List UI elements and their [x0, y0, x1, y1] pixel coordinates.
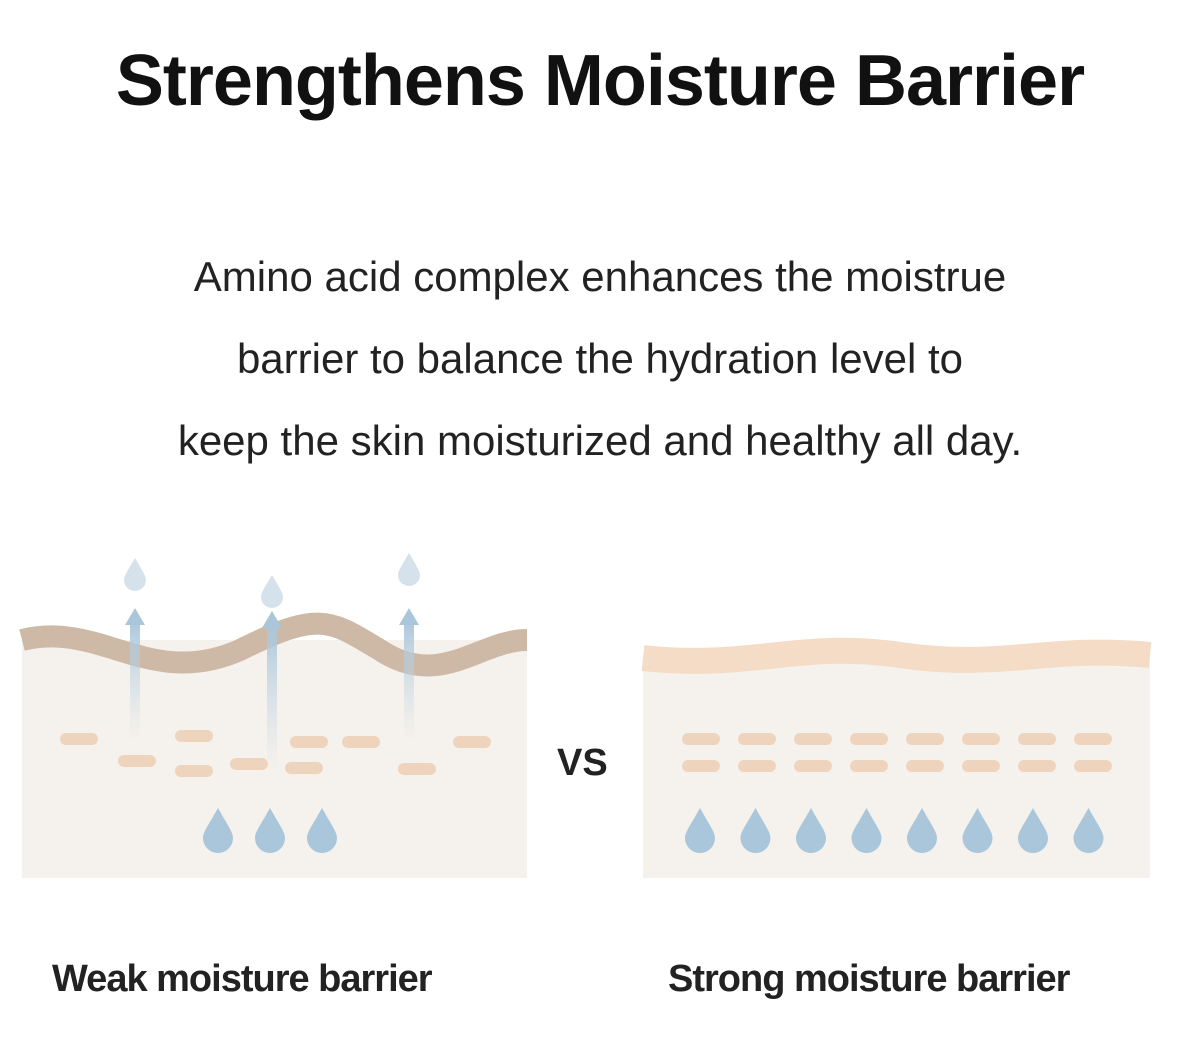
description-line: keep the skin moisturized and healthy al… [177, 417, 1023, 464]
drop [1018, 808, 1048, 853]
drop [685, 808, 715, 853]
drop [796, 808, 826, 853]
drop [740, 808, 771, 853]
description-line: Amino acid complex enhances the moistrue [193, 253, 1007, 300]
drop [851, 808, 882, 853]
drop [962, 808, 993, 853]
drop [907, 808, 937, 853]
vs-label: VS [557, 742, 608, 784]
caption: Weak moisture barrier [52, 958, 433, 1000]
drop [1073, 808, 1104, 853]
description-line: barrier to balance the hydration level t… [236, 335, 964, 382]
caption: Strong moisture barrier [668, 958, 1070, 1000]
description: Amino acid complex enhances the moistrue… [0, 236, 1200, 482]
weak-panel [19, 553, 528, 878]
strong-panel [641, 637, 1152, 878]
title: Strengthens Moisture Barrier [115, 41, 1085, 121]
